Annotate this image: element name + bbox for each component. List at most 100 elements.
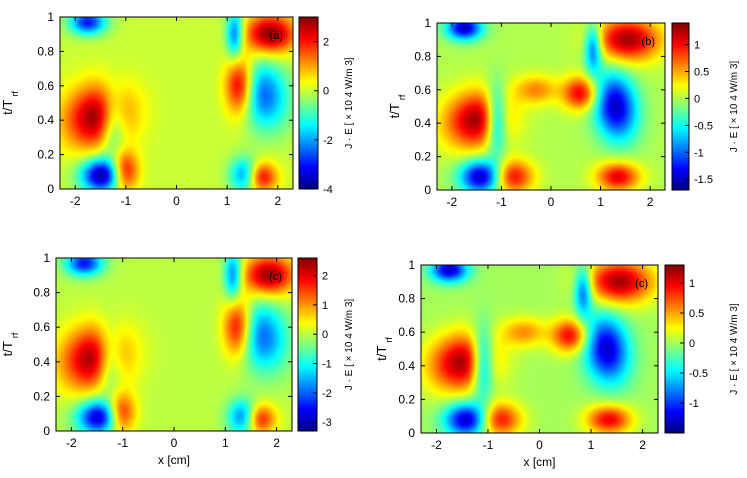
colorbar-tick-label: -2 [323, 135, 333, 147]
x-tick-label: -2 [66, 436, 77, 450]
panel-2: -2 -1 0 1 2 0 0.2 0.4 0.6 0.8 1 t/T rf (b) 1 0.5 0 -0.5 -1… [387, 16, 740, 209]
colorbar-gradient [665, 265, 684, 433]
y-axis-label-main: t/T [0, 341, 15, 356]
y-tick-label: 0.2 [33, 389, 50, 403]
x-tick-label: 1 [224, 194, 231, 208]
x-tick-label: 0 [173, 194, 180, 208]
x-tick-label: -1 [121, 194, 132, 208]
y-tick-label: 0 [43, 424, 50, 438]
colorbar-gradient [672, 23, 689, 190]
heatmap-image [437, 23, 665, 190]
panel-label: (a) [270, 30, 283, 42]
colorbar-tick-label: -2 [322, 388, 332, 400]
panel-label: (c) [269, 271, 282, 283]
y-axis-label: t/T rf [387, 94, 407, 118]
y-tick-label: 1 [47, 10, 54, 24]
colorbar-frame [664, 264, 685, 434]
colorbar-tick-label: 1 [689, 278, 695, 290]
colorbar-label: J · E [ × 10 4 W/m 3] [729, 303, 740, 395]
colorbar-gradient [299, 17, 318, 189]
y-axis-label-main: t/T [387, 103, 402, 118]
heatmap-image [60, 17, 293, 189]
y-tick-label: 1 [424, 16, 431, 30]
colorbar-gradient [298, 258, 317, 431]
y-tick-label: 0 [408, 426, 415, 440]
y-axis-label-sub: rf [384, 337, 394, 343]
y-tick-label: 0.4 [37, 113, 54, 127]
y-tick-label: 0.4 [414, 116, 431, 130]
colorbar-tick-label: -1 [694, 147, 704, 159]
colorbar-tick-label: 1 [322, 300, 328, 312]
x-tick-label: 0 [536, 438, 543, 452]
y-tick-label: 0.2 [398, 392, 415, 406]
y-tick-label: 0.6 [37, 79, 54, 93]
colorbar-tick-label: -1 [322, 359, 332, 371]
panel-label: (b) [642, 36, 655, 48]
colorbar-label: J · E [ × 10 4 W/m 3] [729, 61, 740, 153]
y-tick-label: 0.8 [33, 286, 50, 300]
colorbar-tick-label: 0 [322, 329, 328, 341]
colorbar-tick-label: 0.5 [694, 66, 709, 78]
colorbar-frame [297, 257, 318, 432]
x-axis-label: x [cm] [158, 453, 190, 467]
colorbar-tick-label: -3 [322, 417, 332, 429]
colorbar-label: J · E [ × 10 4 W/m 3] [344, 57, 355, 149]
y-tick-label: 1 [408, 258, 415, 272]
x-tick-label: 1 [597, 195, 604, 209]
y-axis-label-sub: rf [10, 332, 20, 338]
x-tick-label: 2 [274, 194, 281, 208]
y-tick-label: 0.2 [37, 148, 54, 162]
x-tick-label: 2 [639, 438, 646, 452]
x-tick-label: 0 [548, 195, 555, 209]
y-tick-label: 0.6 [414, 83, 431, 97]
colorbar-tick-label: -1.5 [694, 174, 713, 186]
x-tick-label: 1 [222, 436, 229, 450]
x-axis-label: x [cm] [524, 455, 556, 469]
y-tick-label: 0.2 [414, 150, 431, 164]
colorbar-tick-label: -0.5 [689, 368, 708, 380]
x-tick-label: -1 [496, 195, 507, 209]
colorbar-tick-label: 0 [689, 338, 695, 350]
heatmap-image [56, 258, 292, 431]
panel-label: (c) [635, 278, 648, 290]
y-tick-label: 0 [47, 182, 54, 196]
x-tick-label: -2 [431, 438, 442, 452]
x-tick-label: -2 [70, 194, 81, 208]
y-tick-label: 0.8 [414, 49, 431, 63]
colorbar-tick-label: 0.5 [689, 308, 704, 320]
y-axis-label-main: t/T [374, 346, 389, 361]
y-axis-label: t/T rf [0, 332, 20, 356]
y-tick-label: 0.6 [398, 325, 415, 339]
y-axis-label-sub: rf [10, 91, 20, 97]
colorbar-tick-label: -1 [689, 398, 699, 410]
colorbar-tick-label: 2 [323, 37, 329, 49]
colorbar-tick-label: 1 [694, 40, 700, 52]
colorbar-tick-label: 2 [322, 271, 328, 283]
x-tick-label: 0 [171, 436, 178, 450]
y-tick-label: 0.4 [398, 359, 415, 373]
y-axis-label-sub: rf [397, 94, 407, 100]
x-tick-label: 2 [273, 436, 280, 450]
y-tick-label: 0.8 [398, 292, 415, 306]
colorbar-tick-label: 0 [694, 93, 700, 105]
colorbar-frame [298, 16, 319, 190]
colorbar-label: J · E [ × 10 4 W/m 3] [344, 299, 355, 391]
y-axis-label: t/T rf [374, 337, 394, 361]
panel-1: -2 -1 0 1 2 0 0.2 0.4 0.6 0.8 1 t/T rf (a) 2 0 -2 -4 J · E… [0, 10, 355, 208]
y-tick-label: 0.6 [33, 320, 50, 334]
y-axis-label: t/T rf [0, 91, 20, 115]
colorbar-tick-label: 0 [323, 86, 329, 98]
panel-3: -2 -1 0 1 2 0 0.2 0.4 0.6 0.8 1 t/T rf x [cm] (c) 2 1 0 -1… [0, 251, 355, 467]
y-tick-label: 0.4 [33, 355, 50, 369]
panel-4: -2 -1 0 1 2 0 0.2 0.4 0.6 0.8 1 t/T rf x [cm] (c) 1 0.5 0… [374, 258, 740, 469]
colorbar-tick-label: -4 [323, 184, 333, 196]
colorbar-frame [671, 22, 690, 191]
y-tick-label: 0.8 [37, 44, 54, 58]
heatmap-image [421, 265, 658, 433]
x-tick-label: 2 [647, 195, 654, 209]
colorbar-tick-label: -0.5 [694, 120, 713, 132]
x-tick-label: 1 [588, 438, 595, 452]
x-tick-label: -1 [117, 436, 128, 450]
x-tick-label: -2 [447, 195, 458, 209]
